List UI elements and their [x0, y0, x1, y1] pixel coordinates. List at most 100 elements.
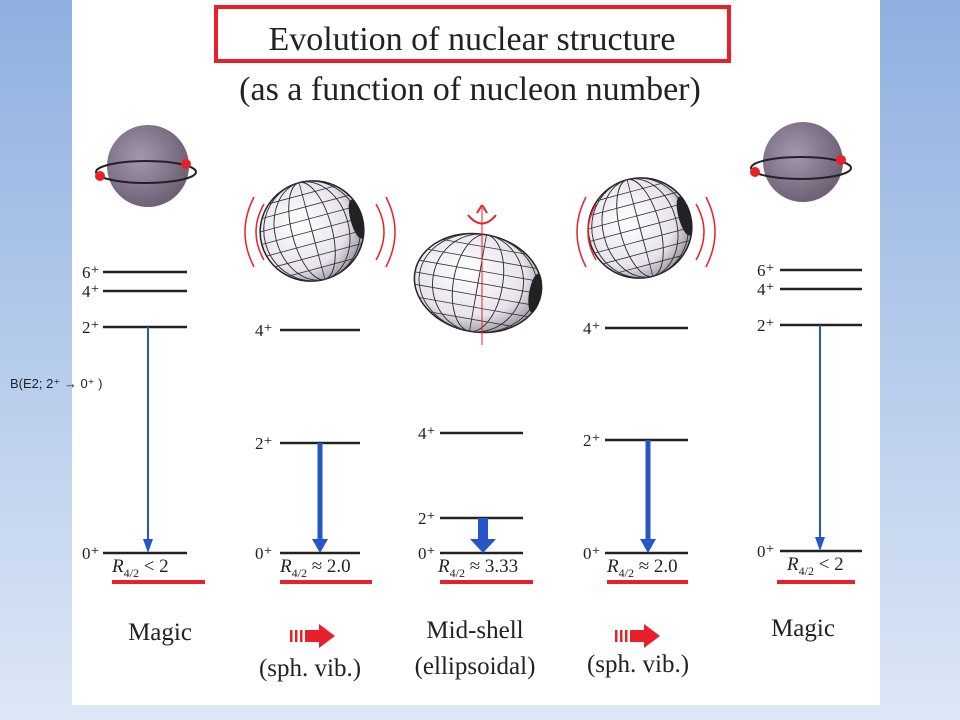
trend-dash [300, 630, 303, 642]
parallel [602, 240, 691, 265]
ratio-subscript: 4/2 [124, 566, 139, 580]
vibration-arc [255, 203, 265, 261]
subtitle: (as a function of nucleon number) [239, 71, 701, 108]
underline [440, 580, 533, 584]
rotation-arrow [467, 204, 497, 225]
trend-arrow [305, 624, 335, 648]
level-label: 0⁺ [82, 544, 99, 563]
ratio-symbol: R [279, 556, 292, 577]
parallel [588, 202, 686, 230]
level-label: 6⁺ [757, 261, 774, 280]
trend-dash [615, 630, 618, 642]
trend-arrow [630, 624, 660, 648]
panel [72, 0, 880, 705]
ratio-subscript: 4/2 [292, 566, 307, 580]
column-label: (sph. vib.) [259, 655, 361, 682]
vibration-arc [587, 203, 597, 261]
underline [280, 580, 372, 584]
title-box [214, 5, 731, 63]
ratio-symbol: R [786, 554, 799, 575]
parallel [429, 311, 514, 327]
parallel [261, 194, 350, 219]
ratio-subscript: 4/2 [450, 566, 465, 580]
ratio-relation: ≈ 2.0 [634, 556, 678, 577]
ratio: R4/2 < 2 [111, 556, 169, 580]
parallel [616, 254, 684, 274]
transition-arrowhead [143, 539, 153, 553]
sphere-left [95, 125, 197, 207]
ratio: R4/2 ≈ 3.33 [437, 556, 518, 580]
level-label: 0⁺ [255, 544, 272, 563]
vibration-arc [576, 196, 587, 268]
level-label: 2⁺ [82, 318, 99, 337]
parallel [274, 243, 363, 268]
transition-arrowhead [312, 539, 328, 553]
level-label: 4⁺ [255, 321, 272, 340]
vibration-arc [375, 203, 385, 261]
transition-arrowhead [640, 539, 656, 553]
ellipsoid [413, 232, 543, 334]
ratio-symbol: R [111, 556, 124, 577]
sphere-right [750, 122, 852, 202]
level-label: 0⁺ [418, 544, 435, 563]
transition-arrowhead [470, 539, 496, 553]
parallel [594, 226, 692, 254]
column-label: (ellipsoidal) [415, 653, 536, 680]
level-label: 4⁺ [757, 280, 774, 299]
level-label: 2⁺ [418, 509, 435, 528]
vibration-arc [385, 196, 396, 268]
ratio: R4/2 ≈ 2.0 [279, 556, 351, 580]
parallel [596, 182, 664, 202]
trend-dash [290, 630, 293, 642]
vibration-arc [705, 196, 716, 268]
level-label: 2⁺ [255, 434, 272, 453]
trend-dash [295, 630, 298, 642]
column-label: Magic [128, 619, 192, 646]
ratio-subscript: 4/2 [799, 564, 814, 578]
level-label: 0⁺ [583, 544, 600, 563]
column-label: Mid-shell [426, 617, 523, 644]
side-label: B(E2; 2⁺ → 0⁺ ) [10, 376, 102, 391]
parallel [589, 191, 678, 216]
ellipsoid [259, 180, 365, 282]
vibration-arc [244, 196, 255, 268]
trend-dash [620, 630, 623, 642]
parallel [414, 283, 537, 307]
underline [777, 580, 855, 584]
column-label: Magic [771, 615, 835, 642]
ratio-relation: ≈ 3.33 [465, 556, 518, 577]
parallel [419, 259, 542, 283]
underline [112, 580, 205, 584]
ellipsoid [587, 177, 693, 279]
level-label: 2⁺ [583, 431, 600, 450]
title: Evolution of nuclear structure [269, 21, 676, 58]
parallel [414, 271, 542, 295]
level-label: 4⁺ [418, 424, 435, 443]
parallel [261, 217, 363, 245]
level-label: 0⁺ [757, 542, 774, 561]
pole [528, 273, 542, 313]
parallel [442, 239, 527, 255]
trend-dash [625, 630, 628, 642]
ratio-symbol: R [606, 556, 619, 577]
parallel [288, 257, 356, 277]
parallel [268, 185, 336, 205]
ratio-relation: < 2 [814, 554, 844, 575]
level-label: 2⁺ [757, 316, 774, 335]
ratio: R4/2 ≈ 2.0 [606, 556, 678, 580]
ratio-relation: ≈ 2.0 [307, 556, 351, 577]
ratio: R4/2 < 2 [786, 554, 844, 578]
level-label: 4⁺ [82, 282, 99, 301]
pole [676, 196, 693, 236]
parallel [260, 205, 358, 233]
pole [348, 199, 365, 239]
level-label: 4⁺ [583, 319, 600, 338]
parallel [589, 214, 691, 242]
ratio-symbol: R [437, 556, 450, 577]
parallel [266, 229, 364, 257]
column-label: (sph. vib.) [587, 651, 689, 678]
underline [607, 580, 688, 584]
ratio-relation: < 2 [139, 556, 169, 577]
vibration-arc [695, 203, 705, 261]
